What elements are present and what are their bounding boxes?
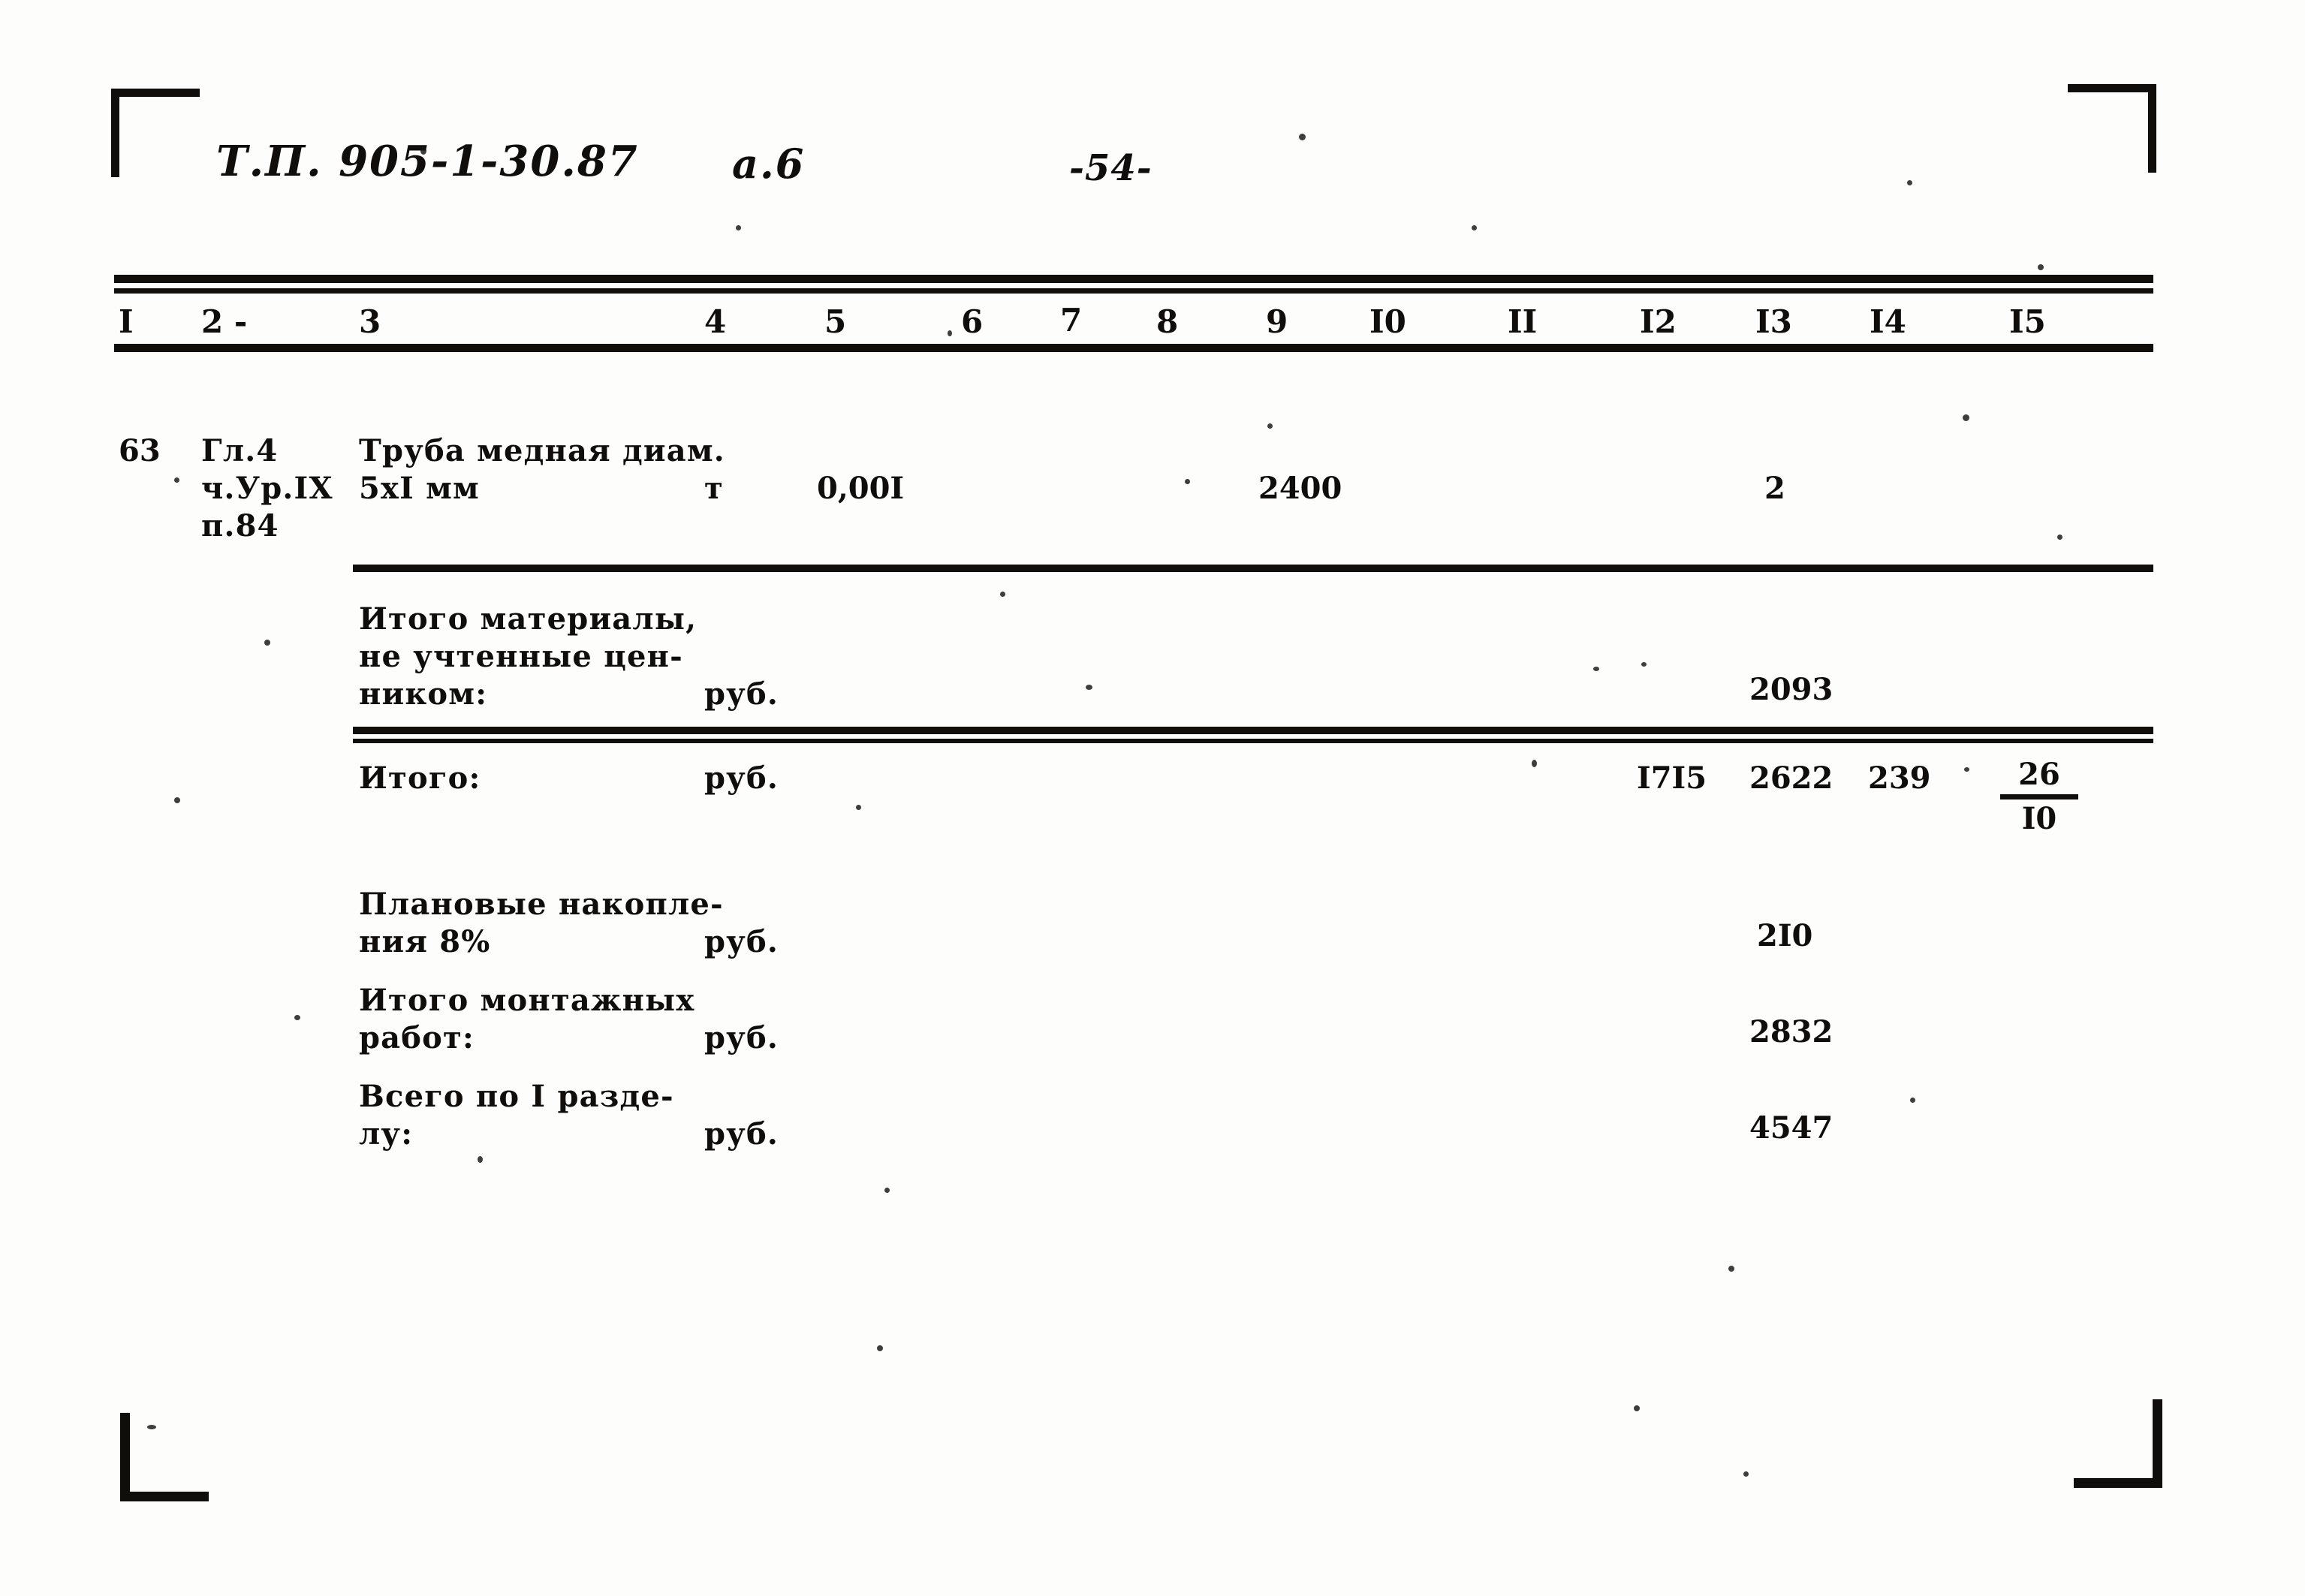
column-header-9: 9: [1266, 303, 1288, 340]
scan-speckle: [1964, 767, 1969, 772]
section-total-label-line-1: Всего по I разде-: [359, 1079, 674, 1114]
scan-speckle: [1185, 479, 1190, 484]
scan-speckle: [174, 797, 180, 803]
scan-speckle: [264, 640, 270, 646]
total-col12-value: I7I5: [1637, 760, 1707, 796]
row-unit: т: [704, 471, 724, 506]
table-top-rule-outer: [114, 275, 2153, 283]
scan-speckle: [1000, 592, 1005, 597]
column-header-12: I2: [1640, 303, 1677, 340]
scan-speckle: [1593, 667, 1599, 671]
handwritten-page-number: -54-: [1069, 147, 1152, 189]
scan-speckle: [147, 1425, 156, 1429]
column-header-10: I0: [1369, 303, 1406, 340]
row-position-number: 63: [119, 433, 161, 468]
row-quantity: 0,00I: [817, 471, 905, 506]
section-total-unit: руб.: [704, 1116, 779, 1152]
scan-speckle: [1472, 225, 1477, 230]
total-col14-value: 239: [1868, 760, 1931, 796]
row-col9-value: 2400: [1258, 471, 1342, 506]
crop-mark-top-right: [2066, 84, 2156, 174]
table-top-rule-inner: [114, 288, 2153, 294]
separator-rule-total-inner: [353, 739, 2153, 743]
assembly-total-label-line-2: работ:: [359, 1020, 475, 1055]
scan-speckle: [1641, 662, 1647, 667]
section-total-col13-value: 4547: [1749, 1110, 1833, 1146]
crop-mark-bottom-right: [2072, 1398, 2162, 1488]
separator-rule-total-outer: [353, 727, 2153, 734]
total-col15-fraction: 26 I0: [2000, 757, 2078, 837]
assembly-total-col13-value: 2832: [1749, 1014, 1833, 1049]
subtotal-materials-unit: руб.: [704, 676, 779, 712]
scan-speckle: [1634, 1405, 1640, 1411]
scan-speckle: [1907, 180, 1912, 185]
column-header-13: I3: [1755, 303, 1792, 340]
overhead-label-line-1: Плановые накопле-: [359, 887, 724, 922]
scan-speckle: [1267, 423, 1273, 429]
subtotal-materials-label-line-3: ником:: [359, 676, 488, 712]
handwritten-sheet-label: а.6: [732, 140, 806, 188]
column-header-3: 3: [359, 303, 381, 340]
overhead-label-line-2: ния 8%: [359, 924, 491, 959]
scan-speckle: [736, 225, 741, 230]
fraction-bar: [2000, 794, 2078, 800]
handwritten-type-code: Т.П. 905-1-30.87: [216, 137, 639, 186]
assembly-total-label-line-1: Итого монтажных: [359, 983, 695, 1018]
scan-speckle: [1299, 134, 1306, 140]
row-justification-line-1: Гл.4: [201, 433, 279, 468]
column-header-15: I5: [2009, 303, 2046, 340]
column-header-8: 8: [1156, 303, 1179, 340]
assembly-total-unit: руб.: [704, 1020, 779, 1055]
scan-speckle: [1910, 1098, 1915, 1103]
overhead-unit: руб.: [704, 924, 779, 959]
crop-mark-top-left: [111, 89, 201, 179]
column-header-1: I: [119, 303, 134, 340]
scan-speckle: [2038, 264, 2044, 270]
total-col15-denominator: I0: [2021, 801, 2057, 836]
row-justification-line-2: ч.Ур.IX: [201, 471, 333, 506]
scan-speckle: [1532, 760, 1537, 767]
column-header-7: 7: [1060, 302, 1083, 339]
scan-speckle: [1728, 1266, 1734, 1272]
total-unit: руб.: [704, 760, 779, 796]
column-header-11: II: [1508, 303, 1538, 340]
scan-speckle: [1963, 414, 1969, 421]
overhead-col13-value: 2I0: [1757, 918, 1813, 953]
row-description-line-1: Труба медная диам.: [359, 433, 725, 468]
crop-mark-bottom-left: [120, 1411, 210, 1501]
column-header-4: 4: [704, 303, 727, 340]
column-header-2: 2 -: [201, 303, 248, 340]
scan-speckle: [420, 147, 426, 155]
scan-speckle: [877, 1345, 883, 1351]
row-description-line-2: 5xI мм: [359, 471, 481, 506]
scan-speckle: [2057, 535, 2062, 540]
scan-speckle: [294, 1015, 300, 1020]
column-header-14: I4: [1870, 303, 1906, 340]
scan-speckle: [948, 330, 952, 336]
row-justification-line-3: п.84: [201, 508, 279, 544]
row-col13-value: 2: [1764, 471, 1785, 506]
scan-speckle: [884, 1188, 890, 1193]
subtotal-materials-col13-value: 2093: [1749, 672, 1833, 707]
separator-rule-materials: [353, 565, 2153, 572]
column-header-6: 6: [961, 303, 984, 340]
total-col13-value: 2622: [1749, 760, 1833, 796]
scan-speckle: [1743, 1471, 1749, 1477]
scan-speckle: [1086, 685, 1092, 690]
total-col15-numerator: 26: [2018, 757, 2060, 792]
subtotal-materials-label-line-2: не учтенные цен-: [359, 639, 683, 674]
table-header-bottom-rule: [114, 344, 2153, 352]
total-label: Итого:: [359, 760, 481, 796]
scan-speckle: [478, 1156, 483, 1163]
column-header-5: 5: [824, 303, 847, 340]
subtotal-materials-label-line-1: Итого материалы,: [359, 601, 698, 637]
section-total-label-line-2: лу:: [359, 1116, 414, 1152]
scan-speckle: [856, 805, 861, 810]
scan-speckle: [174, 477, 179, 483]
